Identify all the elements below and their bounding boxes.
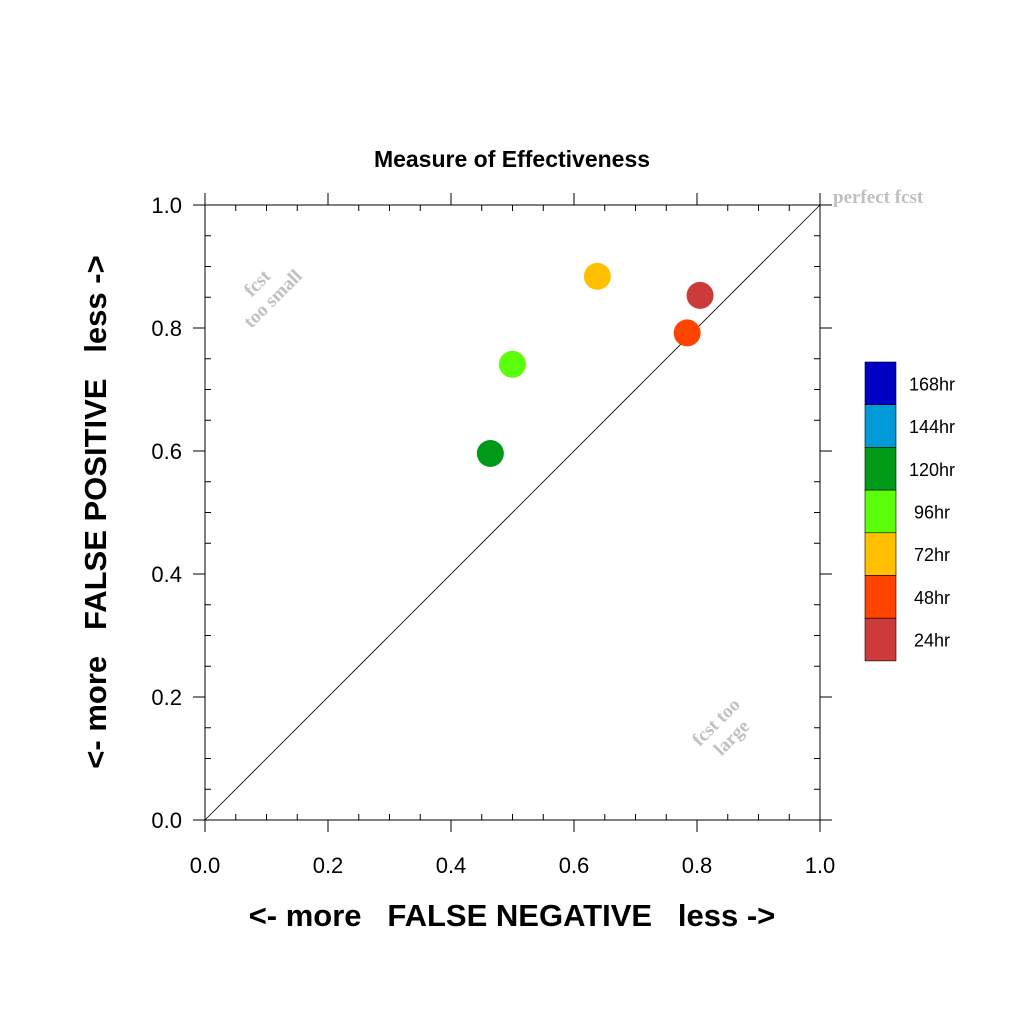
x-tick-label: 0.6 — [559, 853, 590, 878]
y-tick-label: 1.0 — [151, 193, 182, 218]
y-tick-label: 0.2 — [151, 685, 182, 710]
perfect-forecast-diagonal — [204, 204, 821, 821]
point-48hr — [673, 319, 701, 347]
legend-swatch-96hr — [864, 489, 897, 534]
legend-swatch-72hr — [864, 532, 897, 576]
legend-swatch-120hr — [864, 447, 897, 491]
y-tick-label: 0.4 — [151, 562, 182, 587]
x-tick-label: 0.0 — [190, 853, 221, 878]
x-tick-label: 0.2 — [313, 853, 344, 878]
x-tick-labels: 0.0 0.2 0.4 0.6 0.8 1.0 — [190, 853, 836, 878]
point-120hr — [476, 439, 504, 467]
legend: 168hr 144hr 120hr 96hr 72hr 48hr 24hr — [864, 361, 955, 662]
x-tick-label: 1.0 — [805, 853, 836, 878]
x-tick-label: 0.8 — [682, 853, 713, 878]
x-tick-label: 0.4 — [436, 853, 467, 878]
y-axis-title: <- more FALSE POSITIVE less -> — [78, 255, 113, 768]
y-tick-labels: 0.0 0.2 0.4 0.6 0.8 1.0 — [151, 193, 182, 833]
annotation-too-large: fcst too large — [688, 694, 754, 760]
annotation-perfect-fcst: perfect fcst — [833, 187, 924, 208]
y-tick-label: 0.0 — [151, 808, 182, 833]
legend-swatch-144hr — [864, 404, 897, 448]
chart-title: Measure of Effectiveness — [374, 146, 650, 172]
axis-ticks — [193, 193, 832, 832]
legend-label-72hr: 72hr — [914, 545, 950, 565]
data-points — [476, 262, 714, 467]
legend-label-96hr: 96hr — [914, 502, 950, 522]
legend-label-168hr: 168hr — [909, 374, 955, 394]
legend-label-120hr: 120hr — [909, 460, 955, 480]
legend-swatch-24hr — [864, 617, 897, 662]
y-tick-label: 0.8 — [151, 316, 182, 341]
plot-frame — [204, 204, 821, 821]
legend-label-144hr: 144hr — [909, 417, 955, 437]
legend-swatch-48hr — [864, 575, 897, 619]
x-axis-title: <- more FALSE NEGATIVE less -> — [249, 898, 776, 933]
annotation-too-small: fcst too small — [240, 266, 307, 333]
legend-swatch-168hr — [864, 361, 897, 406]
y-tick-label: 0.6 — [151, 439, 182, 464]
point-24hr — [686, 281, 714, 309]
legend-label-48hr: 48hr — [914, 588, 950, 608]
legend-label-24hr: 24hr — [914, 631, 950, 651]
point-72hr — [583, 262, 611, 290]
point-96hr — [499, 350, 526, 378]
